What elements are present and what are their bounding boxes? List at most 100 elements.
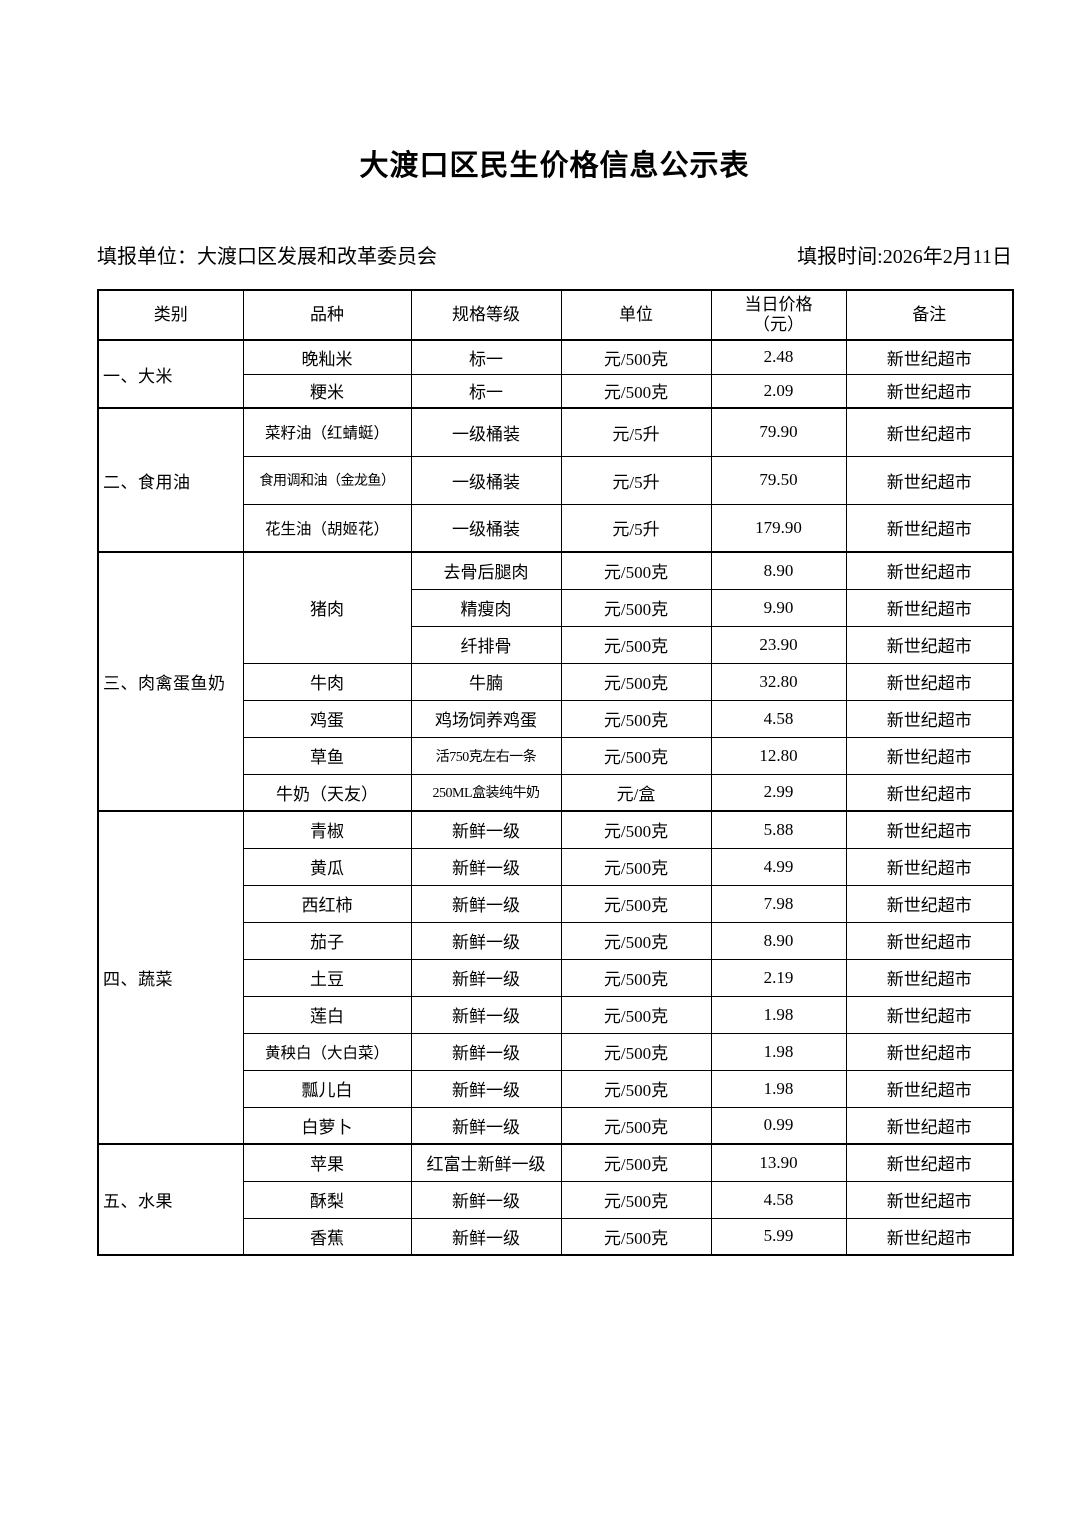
category-cell: 一、大米 — [97, 339, 244, 409]
unit-cell: 元/500克 — [560, 1069, 712, 1108]
column-header-label: 单位 — [619, 305, 653, 325]
unit-cell: 元/500克 — [560, 588, 712, 627]
spec-cell: 新鲜一级 — [410, 1106, 562, 1145]
category-cell: 四、蔬菜 — [97, 810, 244, 1145]
variety-cell: 菜籽油（红蜻蜓） — [242, 407, 412, 457]
variety-cell: 香蕉 — [242, 1217, 412, 1256]
unit-cell: 元/5升 — [560, 407, 712, 457]
unit-cell: 元/500克 — [560, 373, 712, 409]
table-row: 一、大米 晚籼米 标一 元/500克 2.48 新世纪超市 — [97, 339, 1014, 409]
note-cell: 新世纪超市 — [845, 455, 1014, 505]
spec-cell: 新鲜一级 — [410, 810, 562, 849]
price-cell: 2.19 — [710, 958, 847, 997]
price-cell: 4.99 — [710, 847, 847, 886]
price-cell: 13.90 — [710, 1143, 847, 1182]
price-cell: 12.80 — [710, 736, 847, 775]
note-cell: 新世纪超市 — [845, 1180, 1014, 1219]
unit-cell: 元/盒 — [560, 773, 712, 812]
note-cell: 新世纪超市 — [845, 995, 1014, 1034]
spec-cell: 新鲜一级 — [410, 995, 562, 1034]
spec-cell: 红富士新鲜一级 — [410, 1143, 562, 1182]
category-cell: 二、食用油 — [97, 407, 244, 553]
unit-cell: 元/500克 — [560, 884, 712, 923]
note-cell: 新世纪超市 — [845, 503, 1014, 553]
spec-cell: 新鲜一级 — [410, 1217, 562, 1256]
variety-cell: 青椒 — [242, 810, 412, 849]
note-cell: 新世纪超市 — [845, 773, 1014, 812]
table-row: 纤排骨 元/500克 23.90 新世纪超市 — [98, 625, 1014, 664]
spec-cell: 一级桶装 — [410, 407, 562, 457]
unit-cell: 元/500克 — [560, 662, 712, 701]
spec-cell: 活750克左右一条 — [410, 736, 562, 775]
price-cell: 32.80 — [710, 662, 847, 701]
meta-row: 填报单位：大渡口区发展和改革委员会 填报时间:2026年2月11日 — [97, 240, 1012, 269]
price-cell: 0.99 — [710, 1106, 847, 1145]
note-cell: 新世纪超市 — [845, 551, 1014, 590]
unit-cell: 元/500克 — [560, 699, 712, 738]
table-row: 瓢儿白 新鲜一级 元/500克 1.98 新世纪超市 — [98, 1069, 1014, 1108]
column-header: 备注 — [845, 289, 1014, 341]
price-cell: 5.88 — [710, 810, 847, 849]
price-table: 类别 品种 规格等级 单位 当日价格 （元） 备注 一、大米 晚籼米 标一 元/500克 2.48 新… — [97, 289, 1014, 1256]
table-row: 花生油（胡姬花） 一级桶装 元/5升 179.90 新世纪超市 — [98, 503, 1014, 553]
price-cell: 179.90 — [710, 503, 847, 553]
variety-cell: 白萝卜 — [242, 1106, 412, 1145]
spec-cell: 新鲜一级 — [410, 1069, 562, 1108]
variety-cell: 粳米 — [242, 373, 412, 409]
price-cell: 2.09 — [710, 373, 847, 409]
spec-cell: 新鲜一级 — [410, 1180, 562, 1219]
variety-cell: 黄瓜 — [242, 847, 412, 886]
category-cell: 三、肉禽蛋鱼奶 — [97, 551, 244, 812]
report-time-label: 填报时间: — [797, 246, 883, 268]
price-cell: 1.98 — [710, 1032, 847, 1071]
column-header-label: 备注 — [912, 305, 947, 325]
table-row: 二、食用油 菜籽油（红蜻蜓） 一级桶装 元/5升 79.90 新世纪超市 — [97, 407, 1014, 553]
note-cell: 新世纪超市 — [845, 736, 1014, 775]
spec-cell: 标一 — [410, 339, 562, 375]
note-cell: 新世纪超市 — [845, 810, 1014, 849]
price-cell: 8.90 — [710, 921, 847, 960]
table-row: 莲白 新鲜一级 元/500克 1.98 新世纪超市 — [98, 995, 1014, 1034]
column-header: 类别 — [97, 289, 244, 341]
column-header: 单位 — [560, 289, 712, 341]
price-cell: 23.90 — [710, 625, 847, 664]
note-cell: 新世纪超市 — [845, 1217, 1014, 1256]
column-header: 品种 — [242, 289, 412, 341]
unit-cell: 元/500克 — [560, 1106, 712, 1145]
price-cell: 9.90 — [710, 588, 847, 627]
note-cell: 新世纪超市 — [845, 921, 1014, 960]
reporting-unit-label: 填报单位： — [97, 246, 197, 268]
spec-cell: 一级桶装 — [410, 455, 562, 505]
report-time-value: 2026年2月11日 — [882, 246, 1012, 268]
table-row: 牛奶（天友） 250ML盒装纯牛奶 元/盒 2.99 新世纪超市 — [98, 773, 1014, 812]
variety-cell: 茄子 — [242, 921, 412, 960]
price-cell: 4.58 — [710, 699, 847, 738]
reporting-unit: 填报单位：大渡口区发展和改革委员会 — [97, 240, 437, 269]
column-header-label: 规格等级 — [452, 305, 520, 325]
unit-cell: 元/500克 — [560, 625, 712, 664]
unit-cell: 元/500克 — [560, 995, 712, 1034]
unit-cell: 元/500克 — [560, 958, 712, 997]
category-cell: 五、水果 — [97, 1143, 244, 1256]
table-row: 土豆 新鲜一级 元/500克 2.19 新世纪超市 — [98, 958, 1014, 997]
variety-cell: 牛肉 — [242, 662, 412, 701]
table-row: 白萝卜 新鲜一级 元/500克 0.99 新世纪超市 — [98, 1106, 1014, 1145]
unit-cell: 元/500克 — [560, 921, 712, 960]
table-row: 五、水果 苹果 红富士新鲜一级 元/500克 13.90 新世纪超市 — [97, 1143, 1014, 1256]
variety-cell: 草鱼 — [242, 736, 412, 775]
reporting-unit-value: 大渡口区发展和改革委员会 — [197, 246, 437, 268]
column-header-label: 当日价格 — [744, 295, 813, 315]
spec-cell: 250ML盒装纯牛奶 — [410, 773, 562, 812]
table-row: 四、蔬菜 青椒 新鲜一级 元/500克 5.88 新世纪超市 — [97, 810, 1014, 1145]
column-header-label: 品种 — [310, 305, 344, 325]
variety-cell: 土豆 — [242, 958, 412, 997]
price-cell: 2.48 — [710, 339, 847, 375]
price-cell: 1.98 — [710, 995, 847, 1034]
unit-cell: 元/500克 — [560, 551, 712, 590]
note-cell: 新世纪超市 — [845, 699, 1014, 738]
spec-cell: 一级桶装 — [410, 503, 562, 553]
note-cell: 新世纪超市 — [845, 847, 1014, 886]
report-time: 填报时间:2026年2月11日 — [797, 240, 1012, 269]
spec-cell: 新鲜一级 — [410, 921, 562, 960]
